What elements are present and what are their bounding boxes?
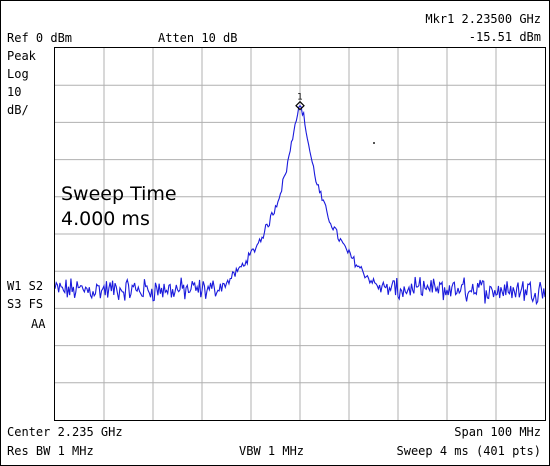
trace-status-1: W1 S2 — [7, 279, 44, 293]
attenuation: Atten 10 dB — [158, 31, 238, 45]
stray-pixel — [373, 142, 375, 144]
scale-value: 10 — [7, 85, 22, 99]
marker-amplitude: -15.51 dBm — [468, 30, 541, 44]
ref-level: Ref 0 dBm — [7, 31, 73, 45]
spectrum-trace — [55, 104, 545, 306]
video-bandwidth: VBW 1 MHz — [239, 444, 305, 458]
detector-mode: Peak — [7, 49, 36, 63]
sweep-info: Sweep 4 ms (401 pts) — [396, 444, 542, 458]
resolution-bandwidth: Res BW 1 MHz — [7, 444, 94, 458]
trace-status-3: AA — [31, 317, 46, 331]
sweep-time-label: Sweep Time — [61, 183, 177, 205]
marker-frequency: Mkr1 2.23500 GHz — [425, 12, 541, 26]
trace-status-2: S3 FS — [7, 297, 44, 311]
span: Span 100 MHz — [454, 425, 541, 439]
spectrum-plot: 1 — [54, 47, 546, 421]
center-frequency: Center 2.235 GHz — [7, 425, 123, 439]
scale-unit: dB/ — [7, 103, 29, 117]
marker-number: 1 — [297, 93, 303, 103]
sweep-time-value: 4.000 ms — [61, 208, 150, 230]
scale-type: Log — [7, 67, 29, 81]
spectrum-chart: 1 — [55, 48, 545, 420]
marker-diamond-icon — [295, 100, 305, 111]
